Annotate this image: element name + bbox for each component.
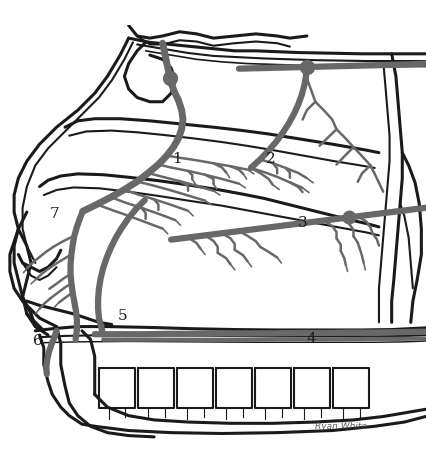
Text: 3: 3: [297, 216, 307, 229]
Text: 2: 2: [265, 152, 275, 166]
Text: 1: 1: [172, 152, 182, 166]
Text: 5: 5: [117, 309, 127, 323]
Text: 4: 4: [305, 332, 315, 346]
Text: 6: 6: [32, 334, 42, 349]
Text: 7: 7: [49, 207, 59, 221]
Text: Ryan White: Ryan White: [314, 422, 366, 431]
